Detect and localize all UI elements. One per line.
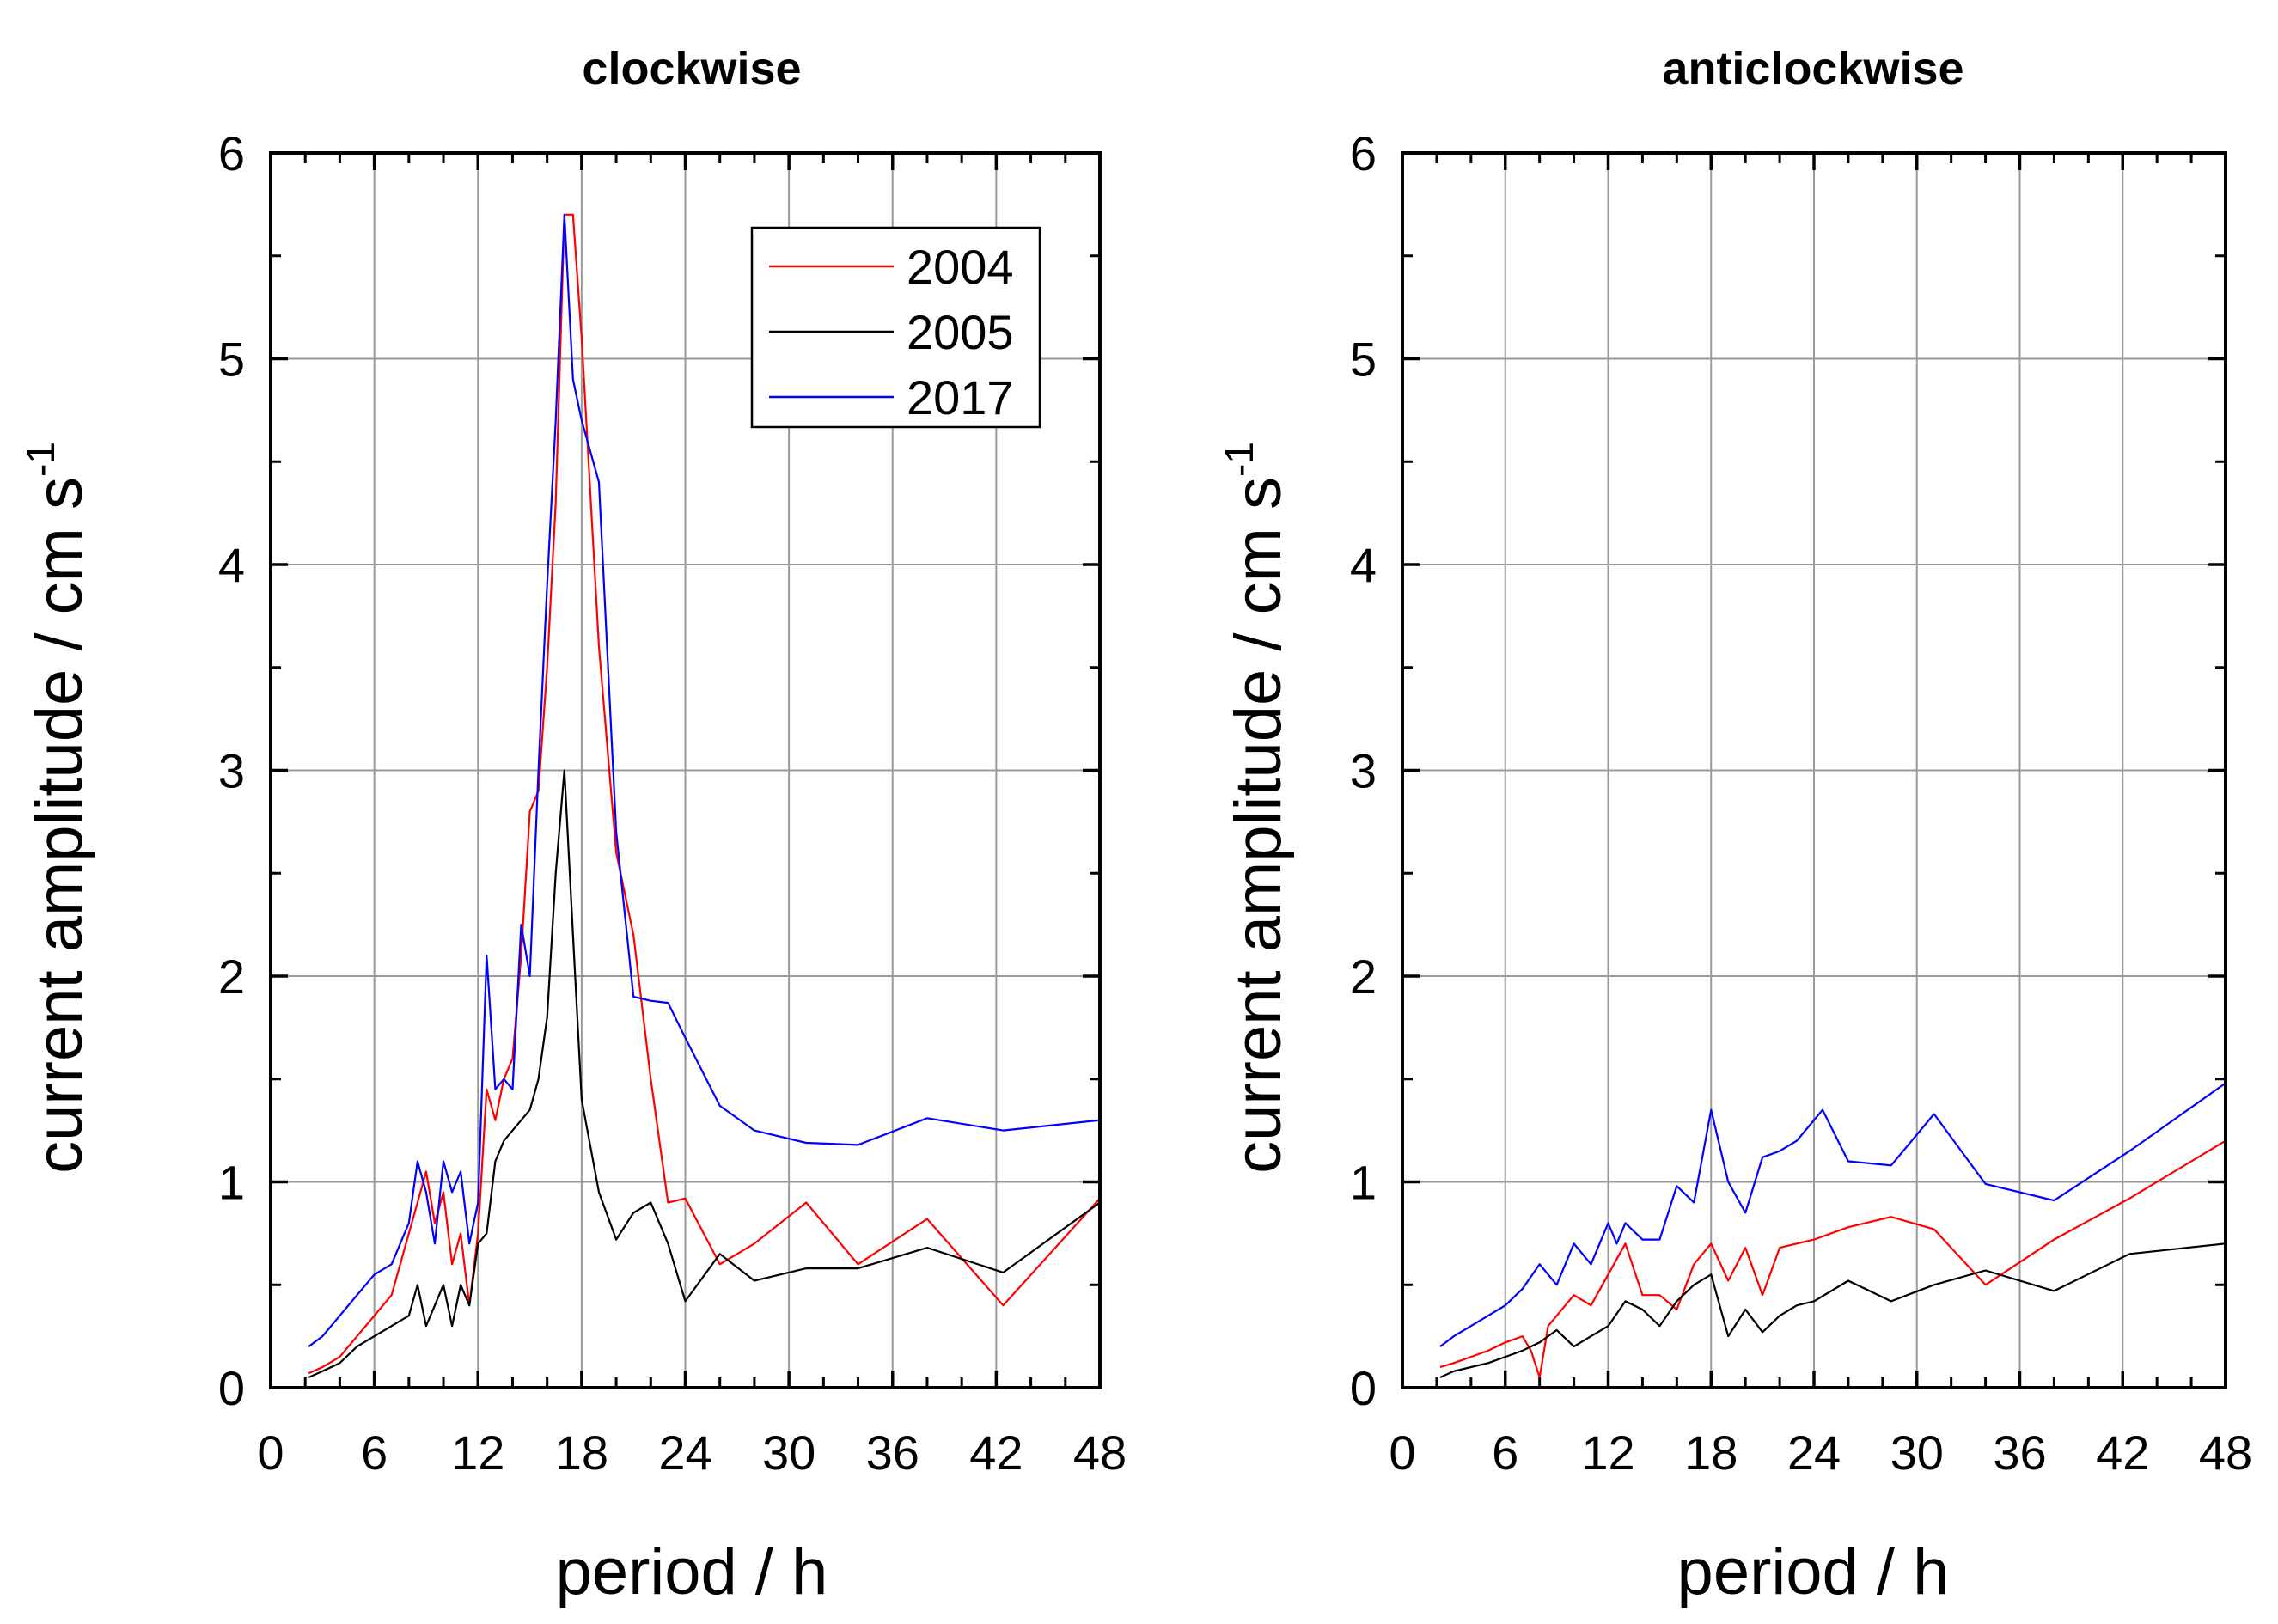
anticlockwise-x-tick-label: 48 bbox=[2199, 1426, 2252, 1480]
clockwise-x-tick-label: 24 bbox=[658, 1426, 711, 1480]
clockwise-y-tick-label: 0 bbox=[218, 1361, 245, 1415]
clockwise-x-tick-label: 0 bbox=[257, 1426, 284, 1480]
anticlockwise-x-tick-labels: 0 6 12 18 24 30 36 42 48 bbox=[1389, 1426, 2252, 1480]
clockwise-series bbox=[308, 213, 1101, 1379]
legend-label-2017: 2017 bbox=[907, 370, 1014, 424]
clockwise-x-tick-label: 30 bbox=[762, 1426, 815, 1480]
clockwise-x-tick-label: 12 bbox=[451, 1426, 504, 1480]
anticlockwise-x-tick-label: 36 bbox=[1993, 1426, 2046, 1480]
anticlockwise-y-tick-label: 6 bbox=[1350, 126, 1377, 180]
clockwise-x-tick-label: 18 bbox=[555, 1426, 608, 1480]
clockwise-y-axis-label: current amplitude / cm s-1 bbox=[18, 442, 96, 1174]
anticlockwise-x-tick-label: 18 bbox=[1684, 1426, 1738, 1480]
anticlockwise-y-tick-label: 2 bbox=[1350, 949, 1377, 1004]
anticlockwise-x-tick-label: 12 bbox=[1581, 1426, 1634, 1480]
legend-label-2005: 2005 bbox=[907, 305, 1014, 359]
anticlockwise-x-axis-label: period / h bbox=[1677, 1535, 1950, 1609]
clockwise-x-tick-label: 36 bbox=[866, 1426, 919, 1480]
clockwise-y-tick-label: 5 bbox=[218, 333, 245, 387]
legend-label-2004: 2004 bbox=[907, 240, 1014, 294]
anticlockwise-x-tick-label: 6 bbox=[1492, 1426, 1518, 1480]
clockwise-x-axis-label: period / h bbox=[556, 1535, 828, 1609]
clockwise-series-2005 bbox=[308, 769, 1101, 1379]
clockwise-y-axis-label-text: current amplitude / cm s bbox=[23, 477, 96, 1174]
anticlockwise-x-tick-label: 0 bbox=[1389, 1426, 1415, 1480]
clockwise-y-tick-label: 3 bbox=[218, 744, 245, 798]
legend: 2004 2005 2017 bbox=[750, 226, 1041, 429]
anticlockwise-y-tick-labels: 0 1 2 3 4 5 6 bbox=[1350, 126, 1377, 1415]
anticlockwise-x-tick-label: 24 bbox=[1787, 1426, 1841, 1480]
clockwise-y-tick-label: 1 bbox=[218, 1156, 245, 1210]
anticlockwise-title: anticlockwise bbox=[1662, 43, 1963, 95]
anticlockwise-x-tick-label: 42 bbox=[2096, 1426, 2149, 1480]
clockwise-x-tick-label: 42 bbox=[969, 1426, 1023, 1480]
clockwise-y-tick-label: 4 bbox=[218, 538, 245, 592]
legend-box bbox=[750, 226, 1041, 429]
clockwise-x-tick-labels: 0 6 12 18 24 30 36 42 48 bbox=[257, 1426, 1127, 1480]
anticlockwise-y-axis-label-text: current amplitude / cm s bbox=[1222, 477, 1295, 1174]
anticlockwise-series-2005 bbox=[1439, 1242, 2226, 1379]
anticlockwise-x-tick-label: 30 bbox=[1890, 1426, 1944, 1480]
clockwise-x-tick-label: 6 bbox=[361, 1426, 388, 1480]
anticlockwise-y-tick-label: 5 bbox=[1350, 333, 1377, 387]
clockwise-ticks bbox=[269, 151, 1102, 1389]
clockwise-y-tick-labels: 0 1 2 3 4 5 6 bbox=[218, 126, 245, 1415]
clockwise-title: clockwise bbox=[582, 43, 801, 95]
anticlockwise-ticks bbox=[1401, 151, 2227, 1389]
anticlockwise-y-axis-label: current amplitude / cm s-1 bbox=[1217, 442, 1295, 1174]
clockwise-y-tick-label: 6 bbox=[218, 126, 245, 180]
anticlockwise-y-axis-label-superscript: -1 bbox=[1217, 442, 1261, 477]
clockwise-x-tick-label: 48 bbox=[1073, 1426, 1127, 1480]
clockwise-y-tick-label: 2 bbox=[218, 949, 245, 1004]
anticlockwise-series-2004 bbox=[1439, 1139, 2226, 1379]
anticlockwise-y-tick-label: 4 bbox=[1350, 538, 1377, 592]
anticlockwise-y-tick-label: 3 bbox=[1350, 744, 1377, 798]
anticlockwise-series-2017 bbox=[1439, 1082, 2226, 1347]
anticlockwise-y-tick-label: 1 bbox=[1350, 1156, 1377, 1210]
anticlockwise-y-tick-label: 0 bbox=[1350, 1361, 1377, 1415]
anticlockwise-grid bbox=[1402, 152, 2226, 1389]
anticlockwise-series bbox=[1439, 1082, 2226, 1379]
clockwise-series-2004 bbox=[308, 213, 1101, 1375]
clockwise-y-axis-label-superscript: -1 bbox=[18, 442, 63, 477]
clockwise-series-2017 bbox=[308, 213, 1101, 1347]
